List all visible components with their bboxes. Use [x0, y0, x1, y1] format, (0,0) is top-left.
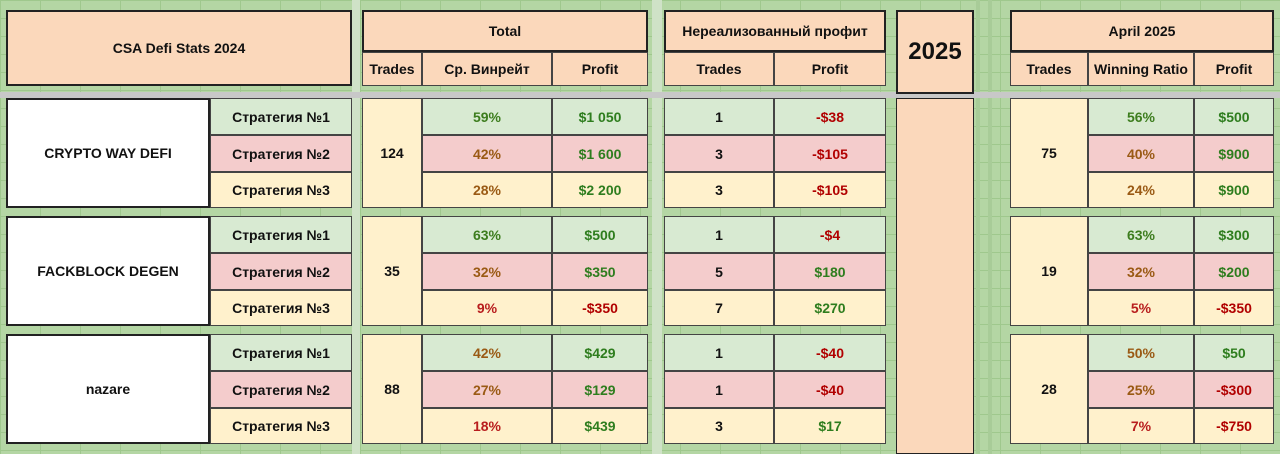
- unrealized-profit-header: Profit: [774, 52, 886, 86]
- unrealized-profit-cell: -$105: [774, 172, 886, 208]
- total-winrate-header: Ср. Винрейт: [422, 52, 552, 86]
- april-profit-cell: -$750: [1194, 408, 1274, 444]
- profit-cell: $129: [552, 371, 648, 408]
- unrealized-profit-cell: -$40: [774, 334, 886, 371]
- april-profit-cell: $200: [1194, 253, 1274, 290]
- winrate-cell: 9%: [422, 290, 552, 326]
- winrate-cell: 63%: [422, 216, 552, 253]
- profit-cell: -$350: [552, 290, 648, 326]
- unrealized-profit-cell: $180: [774, 253, 886, 290]
- total-trades-header: Trades: [362, 52, 422, 86]
- april-profit-cell: -$350: [1194, 290, 1274, 326]
- april-ratio-cell: 50%: [1088, 334, 1194, 371]
- sheet-title: CSA Defi Stats 2024: [6, 10, 352, 86]
- april-ratio-cell: 40%: [1088, 135, 1194, 172]
- unrealized-trades-cell: 1: [664, 98, 774, 135]
- strategy-label: Стратегия №1: [210, 216, 352, 253]
- winrate-cell: 18%: [422, 408, 552, 444]
- april-ratio-cell: 24%: [1088, 172, 1194, 208]
- unrealized-header: Нереализованный профит: [664, 10, 886, 52]
- april-ratio-header: Winning Ratio: [1088, 52, 1194, 86]
- year-column-body: [896, 98, 974, 454]
- unrealized-profit-cell: $270: [774, 290, 886, 326]
- april-header: April 2025: [1010, 10, 1274, 52]
- profit-cell: $2 200: [552, 172, 648, 208]
- april-profit-cell: $900: [1194, 135, 1274, 172]
- group-name: FACKBLOCK DEGEN: [6, 216, 210, 326]
- unrealized-trades-cell: 3: [664, 408, 774, 444]
- total-header: Total: [362, 10, 648, 52]
- profit-cell: $350: [552, 253, 648, 290]
- column-separator: [352, 0, 360, 454]
- column-separator: [988, 0, 992, 454]
- winrate-cell: 42%: [422, 334, 552, 371]
- april-ratio-cell: 63%: [1088, 216, 1194, 253]
- april-profit-cell: $900: [1194, 172, 1274, 208]
- unrealized-profit-cell: -$105: [774, 135, 886, 172]
- group-name: nazare: [6, 334, 210, 444]
- april-profit-cell: -$300: [1194, 371, 1274, 408]
- unrealized-trades-header: Trades: [664, 52, 774, 86]
- year-header: 2025: [896, 10, 974, 94]
- april-profit-cell: $50: [1194, 334, 1274, 371]
- strategy-label: Стратегия №3: [210, 408, 352, 444]
- unrealized-profit-cell: -$4: [774, 216, 886, 253]
- profit-cell: $500: [552, 216, 648, 253]
- unrealized-profit-cell: -$38: [774, 98, 886, 135]
- strategy-label: Стратегия №2: [210, 135, 352, 172]
- total-trades-cell: 124: [362, 98, 422, 208]
- unrealized-trades-cell: 3: [664, 135, 774, 172]
- profit-cell: $1 050: [552, 98, 648, 135]
- strategy-label: Стратегия №1: [210, 98, 352, 135]
- april-ratio-cell: 5%: [1088, 290, 1194, 326]
- column-separator: [976, 0, 980, 454]
- april-trades-cell: 28: [1010, 334, 1088, 444]
- column-separator: [652, 0, 662, 454]
- unrealized-trades-cell: 7: [664, 290, 774, 326]
- group-name: CRYPTO WAY DEFI: [6, 98, 210, 208]
- strategy-label: Стратегия №1: [210, 334, 352, 371]
- winrate-cell: 32%: [422, 253, 552, 290]
- april-trades-header: Trades: [1010, 52, 1088, 86]
- strategy-label: Стратегия №3: [210, 172, 352, 208]
- april-ratio-cell: 56%: [1088, 98, 1194, 135]
- april-profit-cell: $300: [1194, 216, 1274, 253]
- strategy-label: Стратегия №3: [210, 290, 352, 326]
- unrealized-profit-cell: -$40: [774, 371, 886, 408]
- unrealized-trades-cell: 3: [664, 172, 774, 208]
- profit-cell: $439: [552, 408, 648, 444]
- unrealized-trades-cell: 1: [664, 371, 774, 408]
- april-profit-header: Profit: [1194, 52, 1274, 86]
- unrealized-trades-cell: 1: [664, 216, 774, 253]
- april-ratio-cell: 25%: [1088, 371, 1194, 408]
- unrealized-trades-cell: 5: [664, 253, 774, 290]
- april-ratio-cell: 7%: [1088, 408, 1194, 444]
- unrealized-trades-cell: 1: [664, 334, 774, 371]
- april-trades-cell: 19: [1010, 216, 1088, 326]
- winrate-cell: 42%: [422, 135, 552, 172]
- unrealized-profit-cell: $17: [774, 408, 886, 444]
- winrate-cell: 59%: [422, 98, 552, 135]
- profit-cell: $1 600: [552, 135, 648, 172]
- profit-cell: $429: [552, 334, 648, 371]
- strategy-label: Стратегия №2: [210, 371, 352, 408]
- winrate-cell: 27%: [422, 371, 552, 408]
- total-trades-cell: 35: [362, 216, 422, 326]
- header-separator: [0, 92, 1280, 98]
- april-ratio-cell: 32%: [1088, 253, 1194, 290]
- total-trades-cell: 88: [362, 334, 422, 444]
- winrate-cell: 28%: [422, 172, 552, 208]
- total-profit-header: Profit: [552, 52, 648, 86]
- april-trades-cell: 75: [1010, 98, 1088, 208]
- april-profit-cell: $500: [1194, 98, 1274, 135]
- strategy-label: Стратегия №2: [210, 253, 352, 290]
